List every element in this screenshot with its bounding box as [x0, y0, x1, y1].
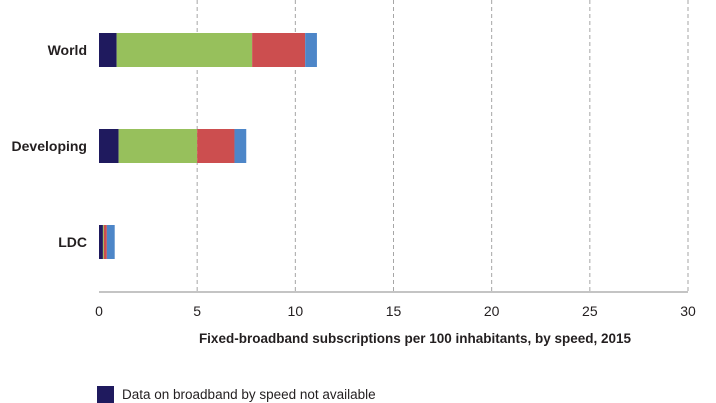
category-label: Developing — [12, 138, 87, 154]
x-tick-label: 5 — [193, 303, 201, 319]
bar-segment — [99, 225, 103, 259]
bar-segment — [252, 33, 306, 67]
category-labels: World Developing LDC — [12, 42, 87, 250]
legend: Data on broadband by speed not available — [97, 386, 376, 403]
x-tick-label: 0 — [95, 303, 103, 319]
category-label: World — [48, 42, 87, 58]
x-tick-label: 30 — [680, 303, 696, 319]
category-label: LDC — [58, 234, 87, 250]
bar-segment — [102, 225, 104, 259]
bar-segment — [116, 33, 253, 67]
bar-segment — [103, 225, 107, 259]
bars — [99, 33, 317, 259]
legend-swatch — [97, 386, 114, 403]
x-tick-label: 15 — [386, 303, 402, 319]
x-tick-label: 10 — [288, 303, 304, 319]
bar-segment — [305, 33, 317, 67]
legend-label: Data on broadband by speed not available — [122, 387, 376, 402]
x-tick-labels: 0 5 10 15 20 25 30 — [95, 303, 696, 319]
x-axis-title: Fixed-broadband subscriptions per 100 in… — [199, 331, 632, 346]
bar-segment — [99, 129, 119, 163]
x-tick-label: 20 — [484, 303, 500, 319]
x-tick-label: 25 — [582, 303, 598, 319]
bar-segment — [99, 33, 117, 67]
bar-segment — [234, 129, 247, 163]
bar-segment — [197, 129, 235, 163]
bar-segment — [106, 225, 115, 259]
bar-segment — [118, 129, 198, 163]
